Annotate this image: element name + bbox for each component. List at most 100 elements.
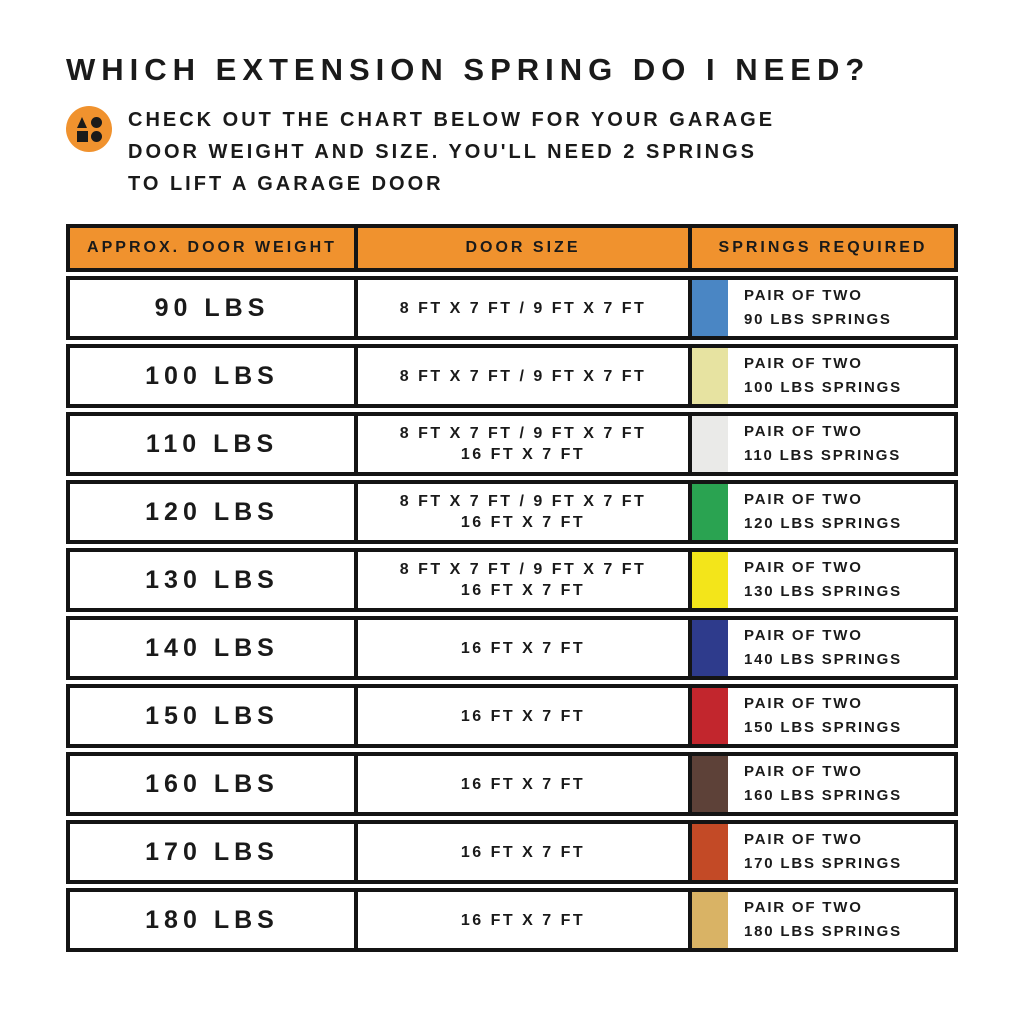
springs-label: PAIR OF TWO 160 LBS SPRINGS bbox=[728, 760, 902, 808]
springs-cell: PAIR OF TWO 180 LBS SPRINGS bbox=[692, 892, 954, 948]
springs-label: PAIR OF TWO 90 LBS SPRINGS bbox=[728, 284, 892, 332]
door-size-line: 8 FT X 7 FT / 9 FT X 7 FT bbox=[399, 425, 647, 442]
springs-label: PAIR OF TWO 130 LBS SPRINGS bbox=[728, 556, 902, 604]
circle-icon bbox=[90, 130, 102, 142]
header-label: APPROX. DOOR WEIGHT bbox=[87, 239, 337, 256]
intro-line: CHECK OUT THE CHART BELOW FOR YOUR GARAG… bbox=[128, 109, 776, 131]
table-row: 160 LBS 16 FT X 7 FT PAIR OF TWO 160 LBS SP… bbox=[66, 752, 958, 816]
table-row: 100 LBS 8 FT X 7 FT / 9 FT X 7 FT PAIR OF … bbox=[66, 344, 958, 408]
shapes-icon bbox=[66, 106, 112, 152]
door-size-line: 16 FT X 7 FT bbox=[460, 582, 586, 599]
door-size-line: 16 FT X 7 FT bbox=[460, 843, 586, 861]
springs-label-line: 150 LBS SPRINGS bbox=[744, 719, 902, 736]
door-size-cell: 16 FT X 7 FT bbox=[358, 688, 692, 744]
door-weight-value: 180 LBS bbox=[145, 905, 279, 934]
spring-color-swatch bbox=[692, 484, 728, 540]
door-size-cell: 16 FT X 7 FT bbox=[358, 756, 692, 812]
spring-color-swatch bbox=[692, 892, 728, 948]
door-weight-value: 120 LBS bbox=[145, 497, 279, 526]
door-size-cell: 8 FT X 7 FT / 9 FT X 7 FT 16 FT X 7 FT bbox=[358, 416, 692, 472]
page-title: WHICH EXTENSION SPRING DO I NEED? bbox=[66, 52, 871, 87]
intro-line: DOOR WEIGHT AND SIZE. YOU'LL NEED 2 SPRI… bbox=[128, 141, 757, 163]
springs-label-line: PAIR OF TWO bbox=[744, 287, 863, 304]
door-size-cell: 8 FT X 7 FT / 9 FT X 7 FT 16 FT X 7 FT bbox=[358, 484, 692, 540]
springs-cell: PAIR OF TWO 160 LBS SPRINGS bbox=[692, 756, 954, 812]
springs-cell: PAIR OF TWO 90 LBS SPRINGS bbox=[692, 280, 954, 336]
spring-chart-table: APPROX. DOOR WEIGHT DOOR SIZE SPRINGS RE… bbox=[66, 224, 958, 952]
door-size-cell: 8 FT X 7 FT / 9 FT X 7 FT bbox=[358, 280, 692, 336]
table-row: 120 LBS 8 FT X 7 FT / 9 FT X 7 FT 16 FT X … bbox=[66, 480, 958, 544]
springs-label-line: 130 LBS SPRINGS bbox=[744, 583, 902, 600]
springs-label-line: PAIR OF TWO bbox=[744, 355, 863, 372]
intro-line: TO LIFT A GARAGE DOOR bbox=[128, 173, 444, 195]
door-weight-cell: 150 LBS bbox=[70, 688, 358, 744]
door-size-cell: 8 FT X 7 FT / 9 FT X 7 FT 16 FT X 7 FT bbox=[358, 552, 692, 608]
springs-label: PAIR OF TWO 140 LBS SPRINGS bbox=[728, 624, 902, 672]
door-weight-cell: 90 LBS bbox=[70, 280, 358, 336]
springs-label: PAIR OF TWO 180 LBS SPRINGS bbox=[728, 896, 902, 944]
springs-label-line: 170 LBS SPRINGS bbox=[744, 855, 902, 872]
table-row: 170 LBS 16 FT X 7 FT PAIR OF TWO 170 LBS SP… bbox=[66, 820, 958, 884]
door-weight-cell: 140 LBS bbox=[70, 620, 358, 676]
spring-color-swatch bbox=[692, 552, 728, 608]
springs-label-line: PAIR OF TWO bbox=[744, 423, 863, 440]
door-weight-cell: 120 LBS bbox=[70, 484, 358, 540]
spring-color-swatch bbox=[692, 688, 728, 744]
springs-label-line: PAIR OF TWO bbox=[744, 763, 863, 780]
door-size-line: 16 FT X 7 FT bbox=[460, 446, 586, 463]
door-size-line: 16 FT X 7 FT bbox=[460, 639, 586, 657]
door-weight-cell: 160 LBS bbox=[70, 756, 358, 812]
springs-label: PAIR OF TWO 110 LBS SPRINGS bbox=[728, 420, 901, 468]
table-header-row: APPROX. DOOR WEIGHT DOOR SIZE SPRINGS RE… bbox=[66, 224, 958, 272]
springs-label-line: PAIR OF TWO bbox=[744, 831, 863, 848]
springs-cell: PAIR OF TWO 140 LBS SPRINGS bbox=[692, 620, 954, 676]
door-size-cell: 16 FT X 7 FT bbox=[358, 620, 692, 676]
springs-label-line: 160 LBS SPRINGS bbox=[744, 787, 902, 804]
springs-label-line: PAIR OF TWO bbox=[744, 491, 863, 508]
door-size-line: 8 FT X 7 FT / 9 FT X 7 FT bbox=[399, 367, 647, 385]
spring-color-swatch bbox=[692, 620, 728, 676]
table-row: 180 LBS 16 FT X 7 FT PAIR OF TWO 180 LBS SP… bbox=[66, 888, 958, 952]
table-row: 150 LBS 16 FT X 7 FT PAIR OF TWO 150 LBS SP… bbox=[66, 684, 958, 748]
spring-color-swatch bbox=[692, 824, 728, 880]
springs-label-line: PAIR OF TWO bbox=[744, 899, 863, 916]
door-weight-cell: 100 LBS bbox=[70, 348, 358, 404]
door-size-line: 16 FT X 7 FT bbox=[460, 911, 586, 929]
header-label: SPRINGS REQUIRED bbox=[718, 239, 928, 256]
intro-section: CHECK OUT THE CHART BELOW FOR YOUR GARAG… bbox=[66, 104, 958, 200]
header-label: DOOR SIZE bbox=[465, 239, 581, 256]
door-weight-cell: 170 LBS bbox=[70, 824, 358, 880]
door-weight-cell: 110 LBS bbox=[70, 416, 358, 472]
door-weight-value: 150 LBS bbox=[145, 701, 279, 730]
springs-label-line: 180 LBS SPRINGS bbox=[744, 923, 902, 940]
springs-label-line: PAIR OF TWO bbox=[744, 695, 863, 712]
infographic: WHICH EXTENSION SPRING DO I NEED? CHECK … bbox=[66, 52, 958, 952]
table-body: 90 LBS 8 FT X 7 FT / 9 FT X 7 FT PAIR OF T… bbox=[66, 276, 958, 952]
door-weight-value: 100 LBS bbox=[145, 361, 279, 390]
door-weight-value: 160 LBS bbox=[145, 769, 279, 798]
door-size-line: 16 FT X 7 FT bbox=[460, 514, 586, 531]
door-weight-value: 130 LBS bbox=[145, 565, 279, 594]
door-size-line: 8 FT X 7 FT / 9 FT X 7 FT bbox=[399, 299, 647, 317]
table-row: 110 LBS 8 FT X 7 FT / 9 FT X 7 FT 16 FT X … bbox=[66, 412, 958, 476]
springs-label: PAIR OF TWO 100 LBS SPRINGS bbox=[728, 352, 902, 400]
square-icon bbox=[76, 130, 88, 142]
table-row: 90 LBS 8 FT X 7 FT / 9 FT X 7 FT PAIR OF T… bbox=[66, 276, 958, 340]
springs-label-line: 110 LBS SPRINGS bbox=[744, 447, 902, 464]
springs-label-line: 90 LBS SPRINGS bbox=[744, 311, 892, 328]
door-weight-value: 110 LBS bbox=[145, 429, 279, 458]
door-size-cell: 8 FT X 7 FT / 9 FT X 7 FT bbox=[358, 348, 692, 404]
springs-label-line: PAIR OF TWO bbox=[744, 627, 863, 644]
door-weight-value: 90 LBS bbox=[154, 293, 270, 322]
intro-text: CHECK OUT THE CHART BELOW FOR YOUR GARAG… bbox=[128, 104, 775, 200]
door-size-line: 8 FT X 7 FT / 9 FT X 7 FT bbox=[399, 493, 647, 510]
door-weight-cell: 180 LBS bbox=[70, 892, 358, 948]
door-size-line: 8 FT X 7 FT / 9 FT X 7 FT bbox=[399, 561, 647, 578]
header-cell-door-size: DOOR SIZE bbox=[358, 228, 692, 268]
springs-label: PAIR OF TWO 150 LBS SPRINGS bbox=[728, 692, 902, 740]
header-cell-door-weight: APPROX. DOOR WEIGHT bbox=[70, 228, 358, 268]
springs-cell: PAIR OF TWO 150 LBS SPRINGS bbox=[692, 688, 954, 744]
spring-color-swatch bbox=[692, 756, 728, 812]
door-size-line: 16 FT X 7 FT bbox=[460, 707, 586, 725]
springs-label-line: 100 LBS SPRINGS bbox=[744, 379, 902, 396]
